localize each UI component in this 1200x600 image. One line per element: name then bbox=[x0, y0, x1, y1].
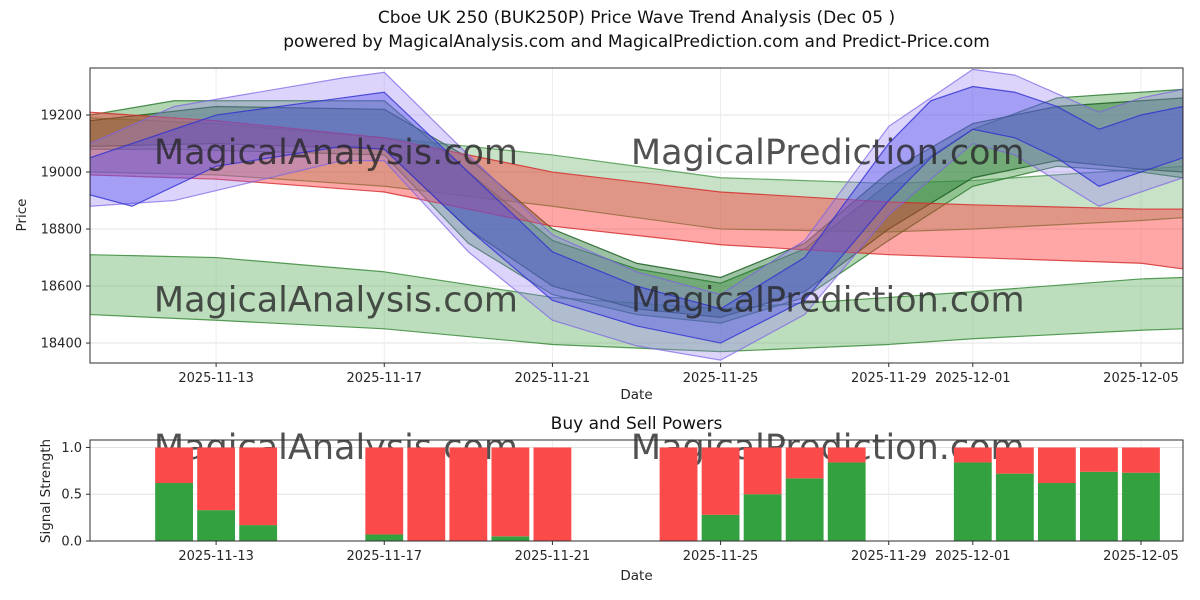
watermark: MagicalAnalysis.com bbox=[154, 133, 518, 173]
price-axis-label: Price bbox=[14, 198, 30, 232]
y-tick-label: 19200 bbox=[41, 109, 82, 124]
sell-bar bbox=[953, 447, 992, 463]
buy-bar bbox=[365, 534, 404, 541]
x-tick-label: 2025-11-17 bbox=[346, 371, 422, 386]
signal-strength-axis-label: Signal Strength bbox=[38, 438, 54, 544]
sell-bar bbox=[239, 447, 278, 526]
sell-bar bbox=[827, 447, 866, 463]
buy-sell-powers-chart: MagicalAnalysis.comMagicalPrediction.com… bbox=[61, 428, 1184, 564]
y-tick-label: 0.0 bbox=[61, 535, 82, 550]
sell-bar bbox=[491, 447, 530, 537]
x-tick-label: 2025-11-13 bbox=[178, 549, 254, 564]
plot-border bbox=[89, 67, 1184, 364]
bars-layer bbox=[155, 447, 1160, 541]
x-tick-label: 2025-12-05 bbox=[1103, 371, 1179, 386]
buy-bar bbox=[1037, 483, 1076, 541]
x-tick-label: 2025-11-29 bbox=[851, 371, 927, 386]
buy-bar bbox=[1080, 471, 1118, 541]
buy-bar bbox=[155, 483, 193, 541]
buy-bar bbox=[743, 494, 782, 541]
sell-bar bbox=[659, 447, 698, 541]
band-support-zone bbox=[90, 254, 1183, 353]
sell-bar bbox=[449, 447, 488, 541]
x-tick-label: 2025-11-29 bbox=[851, 549, 927, 564]
axis-ticks: 18400 18600 18800 19000 19200 2025-11-13 2025-… bbox=[41, 109, 1179, 386]
buy-bar bbox=[701, 514, 740, 541]
x-tick-label: 2025-12-05 bbox=[1103, 549, 1179, 564]
buy-bar bbox=[827, 462, 866, 541]
x-tick-label: 2025-11-17 bbox=[346, 549, 422, 564]
sell-bar bbox=[1122, 447, 1160, 473]
buy-bar bbox=[995, 473, 1034, 541]
x-tick-label: 2025-11-21 bbox=[515, 549, 591, 564]
chart-title: Cboe UK 250 (BUK250P) Price Wave Trend A… bbox=[377, 8, 896, 28]
bar-chart-title: Buy and Sell Powers bbox=[550, 414, 723, 434]
sell-bar bbox=[1037, 447, 1076, 484]
band-upper-green-channel bbox=[90, 117, 1183, 233]
y-tick-label: 0.5 bbox=[61, 488, 82, 503]
x-tick-label: 2025-12-01 bbox=[935, 371, 1011, 386]
sell-bar bbox=[407, 447, 446, 541]
gridlines bbox=[90, 68, 1183, 363]
y-tick-label: 19000 bbox=[41, 166, 82, 181]
axis-ticks: 0.0 0.5 1.0 2025-11-13 2025-11-17 2025-11-21 2… bbox=[61, 441, 1178, 564]
band-resistance-zone bbox=[90, 111, 1183, 270]
buy-bar bbox=[1122, 472, 1160, 541]
date-axis-label-top: Date bbox=[620, 387, 653, 403]
y-tick-label: 18400 bbox=[41, 337, 82, 352]
buy-bar bbox=[239, 525, 278, 541]
watermark: MagicalPrediction.com bbox=[631, 281, 1025, 321]
buy-bar bbox=[491, 536, 530, 541]
chart-subtitle: powered by MagicalAnalysis.com and Magic… bbox=[283, 32, 990, 52]
plot-border bbox=[89, 439, 1184, 542]
x-tick-label: 2025-11-25 bbox=[683, 549, 759, 564]
sell-bar bbox=[197, 447, 236, 511]
x-tick-label: 2025-11-21 bbox=[515, 371, 591, 386]
sell-bar bbox=[365, 447, 404, 535]
y-tick-label: 1.0 bbox=[61, 441, 82, 456]
y-tick-label: 18600 bbox=[41, 280, 82, 295]
buy-bar bbox=[785, 478, 824, 541]
band-blue-wave bbox=[90, 85, 1183, 344]
sell-bar bbox=[155, 447, 193, 484]
sell-bar bbox=[995, 447, 1034, 474]
watermark: MagicalAnalysis.com bbox=[154, 281, 518, 321]
sell-bar bbox=[701, 447, 740, 515]
watermark: MagicalPrediction.com bbox=[631, 133, 1025, 173]
y-tick-label: 18800 bbox=[41, 223, 82, 238]
band-violet-wave bbox=[90, 68, 1183, 361]
sell-bar bbox=[743, 447, 782, 495]
buy-bar bbox=[197, 510, 236, 541]
price-wave-chart: MagicalAnalysis.com MagicalPrediction.com… bbox=[41, 67, 1184, 386]
sell-bar bbox=[1080, 447, 1118, 472]
x-tick-label: 2025-12-01 bbox=[935, 549, 1011, 564]
x-tick-label: 2025-11-25 bbox=[683, 371, 759, 386]
date-axis-label-bottom: Date bbox=[620, 568, 653, 584]
sell-bar bbox=[533, 447, 572, 541]
sell-bar bbox=[785, 447, 824, 479]
x-tick-label: 2025-11-13 bbox=[178, 371, 254, 386]
wave-bands-layer bbox=[90, 68, 1183, 361]
buy-bar bbox=[953, 462, 992, 541]
